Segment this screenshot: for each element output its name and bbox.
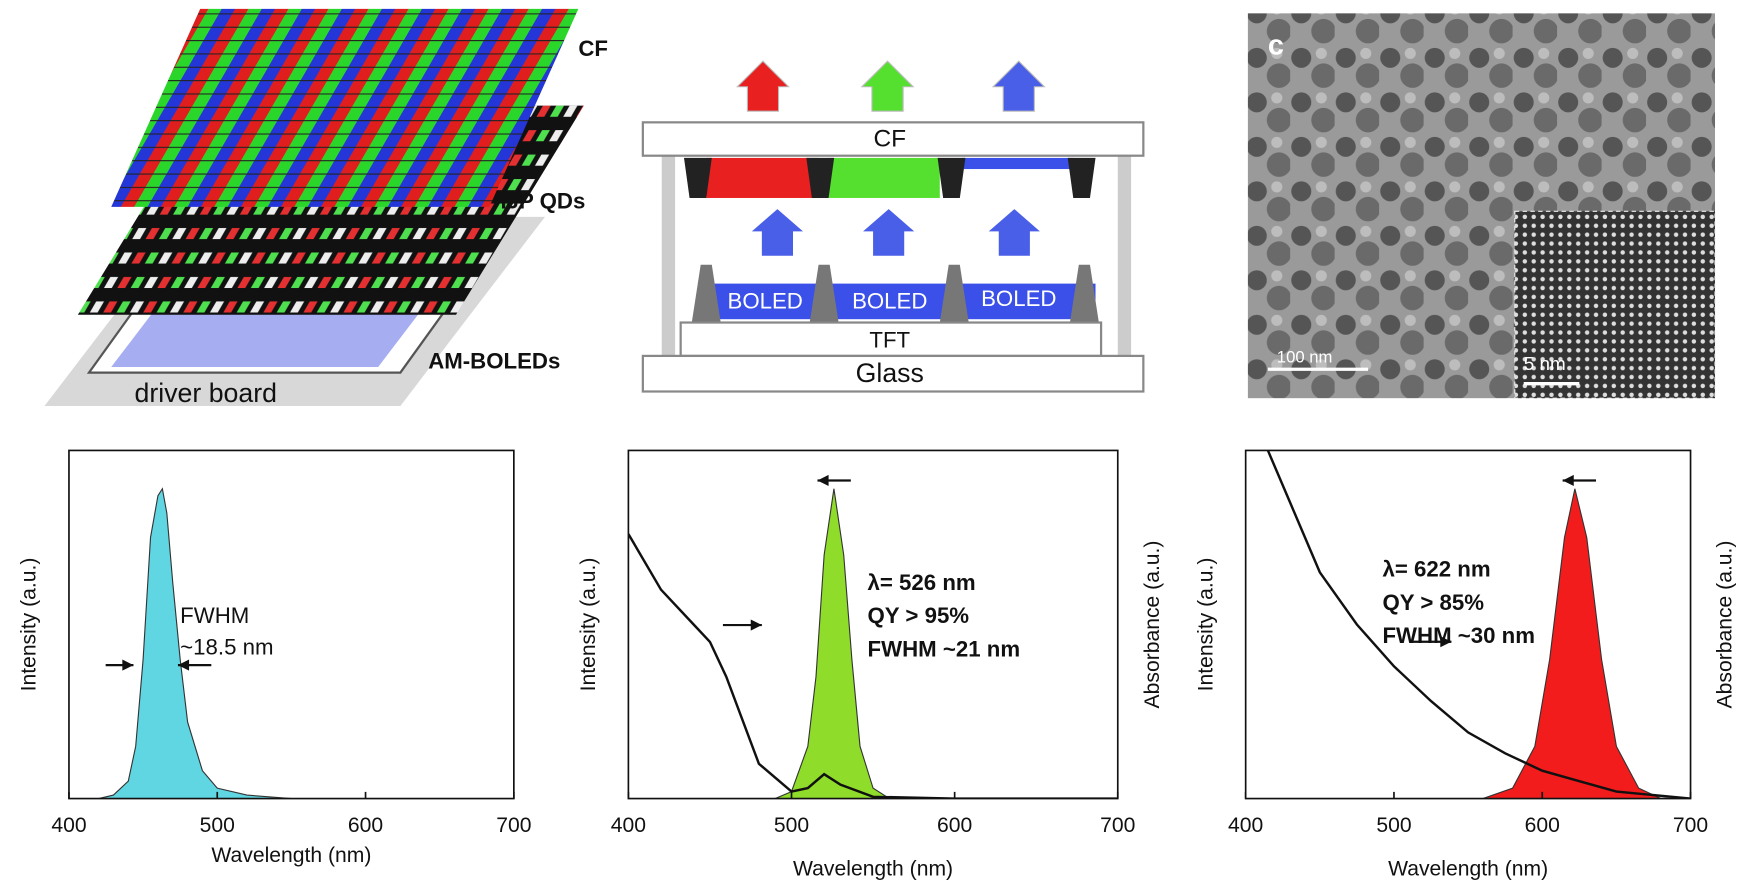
x-tick-label: 500 (774, 814, 809, 837)
cf-layer (111, 8, 579, 207)
panel-a: CF IJP QDs AM-BOLEDs driver board (44, 8, 608, 408)
annotation: QY > 95% (868, 603, 970, 628)
x-tick-label: 600 (937, 814, 972, 837)
x-axis-label: Wavelength (nm) (211, 844, 371, 867)
panel-label: c (1268, 29, 1284, 61)
x-tick-label: 600 (1525, 814, 1560, 837)
annotation: FWHM ~21 nm (868, 637, 1021, 662)
label: BOLED (727, 288, 802, 313)
x-tick-label: 600 (348, 814, 383, 837)
x-tick-label: 400 (51, 814, 86, 837)
x-axis-label: Wavelength (nm) (1388, 857, 1548, 880)
scale-bar-label: 100 nm (1277, 348, 1333, 367)
annotation: FWHM (180, 603, 249, 628)
pillar (1117, 155, 1132, 356)
arrow-head (750, 619, 762, 631)
plot-frame (68, 449, 515, 800)
arrow-head (122, 659, 134, 671)
arrow-head (1562, 474, 1574, 487)
arrow-blue (991, 60, 1046, 112)
absorbance-line (1266, 450, 1691, 799)
red-qd (706, 157, 818, 198)
y-axis-label: Intensity (a.u.) (18, 558, 41, 692)
x-tick-label: 500 (1376, 814, 1411, 837)
x-tick-label: 500 (200, 814, 235, 837)
panel-c: c 100 nm 5 nm (1247, 13, 1716, 399)
label: Glass (856, 358, 924, 388)
arrow-red (736, 60, 790, 112)
boled-row (711, 283, 1096, 320)
cf-plate (641, 121, 1145, 157)
figure-body: CF IJP QDs AM-BOLEDs driver board CF BOL… (18, 8, 1737, 880)
plot-frame (1244, 449, 1692, 800)
y-axis-label: Intensity (a.u.) (577, 558, 600, 692)
x-axis-label: Wavelength (nm) (793, 857, 953, 880)
x-tick-label: 700 (496, 814, 531, 837)
y2-axis-label: Absorbance (a.u.) (1141, 541, 1164, 709)
annotation: λ= 526 nm (868, 570, 976, 595)
scale-bar-label: 5 nm (1524, 354, 1566, 375)
label: CF (578, 36, 608, 61)
label: BOLED (981, 286, 1056, 311)
absorbance-line (628, 533, 1118, 799)
label: AM-BOLEDs (428, 348, 560, 373)
pillar (661, 155, 676, 356)
label: TFT (869, 327, 910, 352)
emission-area (68, 487, 514, 799)
emission-area (1245, 488, 1691, 799)
annotation: QY > 85% (1382, 590, 1484, 615)
label: IJP QDs (500, 188, 585, 213)
label: BOLED (852, 288, 927, 313)
annotation: λ= 622 nm (1382, 556, 1490, 581)
label: CF (873, 126, 906, 153)
annotation: ~18.5 nm (180, 634, 273, 659)
plot-frame (627, 449, 1119, 800)
arrow-head (817, 474, 829, 487)
y-axis-label: Intensity (a.u.) (1194, 558, 1217, 692)
arrow-head (177, 659, 190, 671)
arrow-head (1440, 636, 1452, 648)
panel-b: CF BOLED BOLED BOLED TFT Glass (641, 60, 1145, 393)
blue-cf (962, 157, 1074, 170)
x-tick-label: 400 (1228, 814, 1263, 837)
x-tick-label: 700 (1100, 814, 1135, 837)
label: driver board (135, 378, 277, 408)
y2-axis-label: Absorbance (a.u.) (1714, 541, 1737, 709)
x-tick-label: 700 (1673, 814, 1708, 837)
x-tick-label: 400 (611, 814, 646, 837)
arrow-green (860, 60, 915, 112)
green-qd (828, 157, 940, 198)
annotation: FWHM ~30 nm (1382, 623, 1535, 648)
tem-inset (1514, 210, 1716, 399)
